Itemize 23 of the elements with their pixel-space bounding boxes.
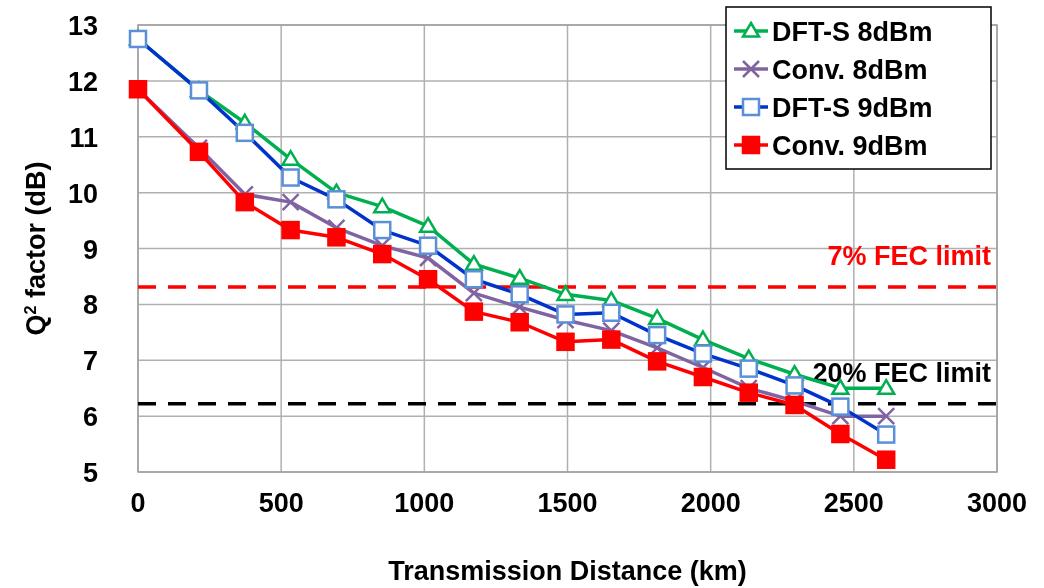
- x-tick-label: 1000: [394, 488, 455, 518]
- y-tick-label: 8: [82, 290, 98, 321]
- ref-line-label: 7% FEC limit: [827, 241, 992, 272]
- ref-line-label: 20% FEC limit: [812, 357, 992, 388]
- x-axis-title: Transmission Distance (km): [388, 556, 747, 586]
- x-tick-label: 1500: [537, 488, 598, 518]
- y-tick-label: 6: [82, 402, 98, 433]
- y-tick-label: 10: [67, 178, 98, 209]
- legend-label: Conv. 9dBm: [772, 131, 928, 161]
- y-tick-label: 9: [82, 234, 98, 265]
- y-tick-label: 5: [82, 458, 98, 488]
- x-tick-label: 3000: [966, 488, 1028, 518]
- x-tick-label: 0: [130, 488, 146, 518]
- y-tick-label: 11: [69, 122, 98, 153]
- y-tick-label: 13: [67, 11, 98, 41]
- legend-label: DFT-S 8dBm: [772, 17, 933, 47]
- x-tick-label: 500: [258, 488, 304, 518]
- x-tick-label: 2500: [823, 488, 884, 518]
- y-tick-label: 12: [67, 66, 98, 97]
- y-tick-label: 7: [82, 346, 98, 377]
- legend-label: Conv. 8dBm: [772, 55, 928, 85]
- legend-label: DFT-S 9dBm: [772, 93, 933, 123]
- x-tick-label: 2000: [680, 488, 741, 518]
